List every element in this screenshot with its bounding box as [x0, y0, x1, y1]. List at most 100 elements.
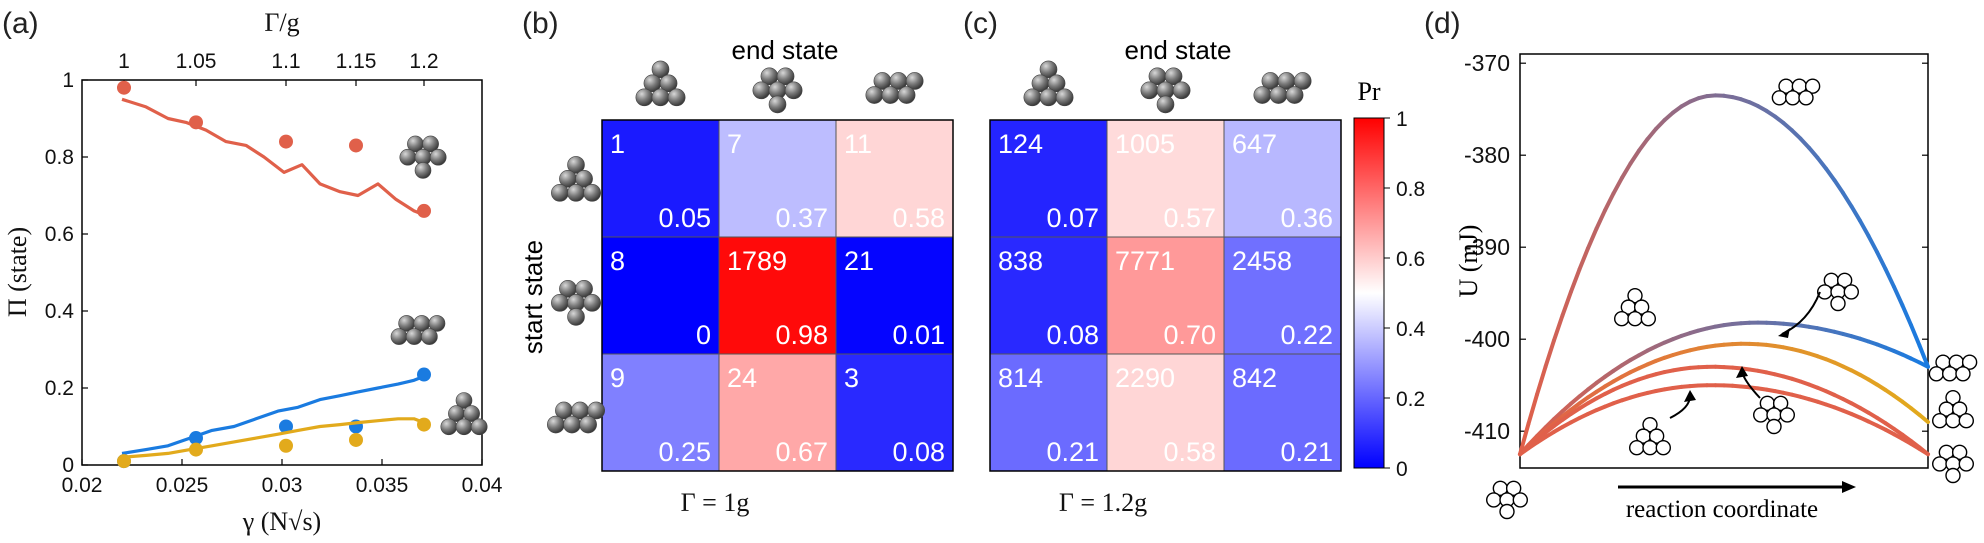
panel-b-cluster-icons [547, 60, 924, 434]
ball-outline [1642, 416, 1658, 433]
cluster-triangle-icon [1023, 60, 1074, 107]
ball [547, 415, 565, 434]
panel-b-label: (b) [522, 7, 559, 40]
arrowhead-icon [1684, 390, 1696, 402]
ball [551, 184, 569, 202]
arrowhead-icon [1778, 328, 1790, 338]
energy-curve-segment [1866, 233, 1879, 254]
heatmap-cell [989, 119, 1108, 238]
ball-outline [1836, 272, 1853, 289]
ball [1140, 81, 1159, 100]
cell-probability: 0.36 [1280, 203, 1333, 233]
cluster-chevron-icon [752, 67, 803, 114]
ball [776, 67, 795, 86]
cluster-outline-icon [1771, 78, 1821, 106]
cell-count: 2290 [1115, 363, 1175, 393]
heatmap-cell [989, 353, 1108, 472]
data-point [279, 134, 293, 149]
cell-probability: 0.21 [1046, 437, 1099, 467]
ball-outline [1505, 480, 1522, 497]
energy-curve-segment [1875, 250, 1888, 271]
top-tick-label: 1.2 [409, 50, 438, 73]
ball-outline [1648, 428, 1665, 444]
cell-count: 838 [998, 246, 1043, 276]
ball-outline [1772, 395, 1789, 412]
heatmap-frame [601, 119, 954, 472]
energy-curve-segment [1900, 303, 1913, 327]
energy-curve-segment [1535, 364, 1548, 397]
cell-count: 647 [1232, 129, 1277, 159]
heatmap-cell [1106, 353, 1225, 472]
panel-d: (d) -370 -380 -390 -400 -410 U (mJ) reaction… [1424, 7, 1978, 523]
ball [635, 88, 654, 107]
ball-outline [1955, 366, 1971, 382]
energy-curve-segment [1917, 360, 1930, 369]
ball [1023, 88, 1042, 107]
cell-probability: 0 [696, 320, 711, 350]
cell-count: 842 [1232, 363, 1277, 393]
cluster-outline-icon [1928, 354, 1978, 382]
panel-a-xlabel: γ (N√s) [242, 507, 321, 536]
energy-curve-segment [1909, 323, 1922, 348]
cell-probability: 0.25 [658, 437, 711, 467]
data-point [189, 115, 203, 130]
cell-count: 7 [727, 129, 742, 159]
panel-c-xlabel: end state [1125, 35, 1232, 65]
colorbar-tick-label: 0.4 [1396, 318, 1426, 341]
ball [563, 415, 581, 434]
cell-count: 7771 [1115, 246, 1175, 276]
energy-curve-segment [1858, 218, 1871, 238]
ball-outline [1485, 492, 1502, 508]
panel-b-caption: Γ = 1g [681, 488, 750, 517]
ball-outline [1771, 90, 1788, 106]
ball [567, 184, 585, 202]
cluster-triangle-icon [440, 392, 488, 436]
data-point [417, 367, 431, 382]
ball [1156, 95, 1175, 114]
ball [897, 86, 916, 104]
cell-count: 124 [998, 129, 1043, 159]
ball [1039, 88, 1058, 107]
ball-outline [1931, 456, 1948, 472]
cell-count: 9 [610, 363, 625, 393]
x-tick-label: 0.02 [62, 474, 103, 497]
y-tick-label: -400 [1464, 326, 1510, 352]
ball [583, 294, 601, 312]
energy-curve-segment [1526, 392, 1539, 426]
ball-outline [1752, 407, 1769, 423]
energy-curve-segment [1637, 137, 1650, 153]
cluster-outline-icon [1485, 480, 1529, 520]
ball [414, 162, 432, 179]
series-line [121, 417, 425, 459]
cell-probability: 0.58 [892, 203, 945, 233]
cell-count: 1005 [1115, 129, 1175, 159]
ball-outline [1798, 90, 1814, 106]
panel-d-ticks: -370 -380 -390 -400 -410 [1464, 50, 1928, 444]
cluster-outline-icon [1816, 272, 1860, 312]
panel-b: (b) end state start state 1 0.05 7 0.37 11 0.… [518, 7, 954, 517]
x-tick-label: 0.035 [356, 474, 409, 497]
panel-d-ylabel: U (mJ) [1454, 225, 1483, 298]
cell-probability: 0.37 [775, 203, 828, 233]
energy-curve-segment [1645, 126, 1658, 142]
cell-probability: 0.58 [1163, 437, 1216, 467]
ball [667, 88, 686, 107]
ball [1047, 74, 1066, 93]
ball [1164, 67, 1183, 86]
panel-a: (a) 0.02 0.025 0.03 0.035 0.04 0 0.2 0.4 0.6 0.8 1… [2, 7, 503, 536]
energy-curve-segment [1798, 136, 1811, 150]
cell-probability: 0.01 [892, 320, 945, 350]
energy-curve-segment [1654, 118, 1667, 131]
ball-outline [1804, 78, 1821, 94]
energy-curve-segment [1815, 155, 1828, 171]
ball [1293, 72, 1312, 90]
cluster-chevron-icon [399, 135, 447, 179]
data-point [279, 419, 293, 434]
panel-d-axes [1519, 53, 1929, 469]
heatmap-cell [718, 353, 837, 472]
cell-count: 814 [998, 363, 1043, 393]
ball-outline [1512, 492, 1529, 508]
ball [651, 88, 670, 107]
panel-a-label: (a) [2, 7, 39, 40]
